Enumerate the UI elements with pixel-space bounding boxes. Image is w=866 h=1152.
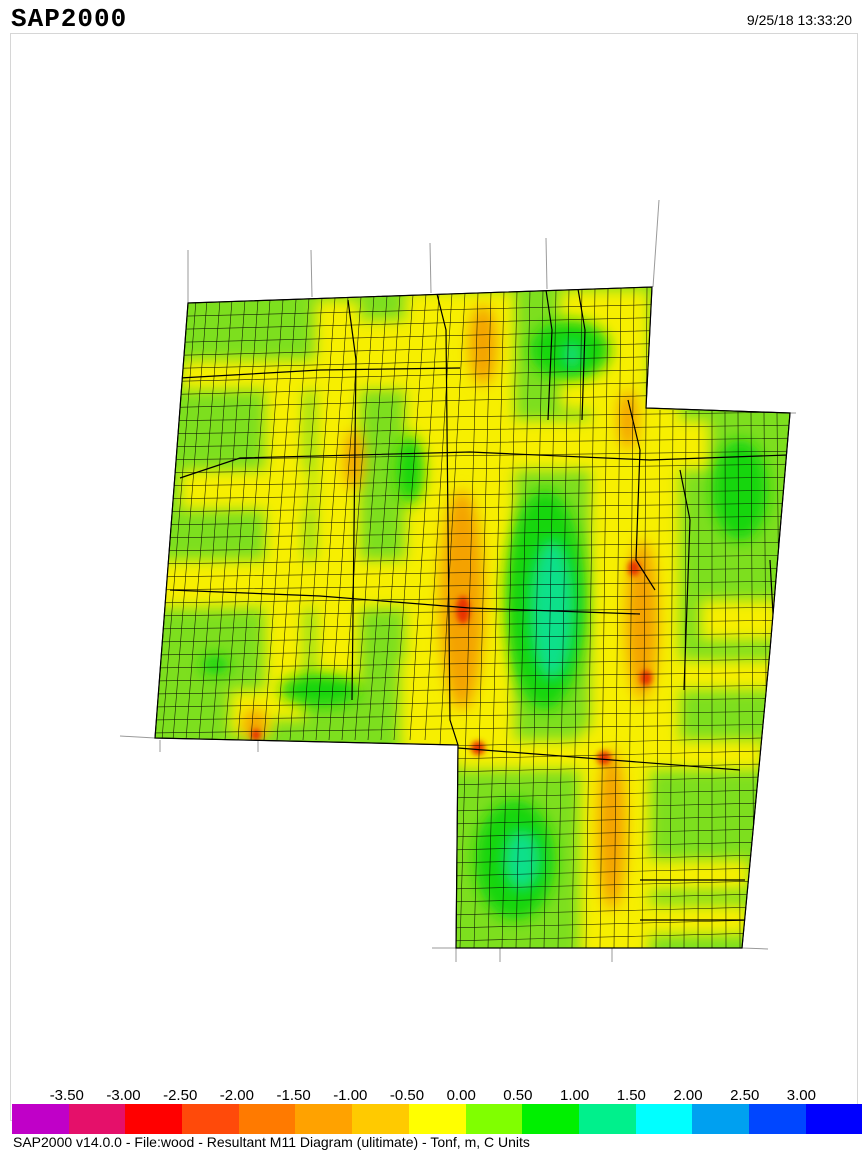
legend-tick-label: 2.00 — [673, 1087, 703, 1104]
legend-tick-label: -0.50 — [389, 1087, 425, 1104]
legend-swatch — [805, 1104, 863, 1134]
legend-swatch — [238, 1104, 296, 1134]
timestamp: 9/25/18 13:33:20 — [746, 12, 852, 28]
legend-tick-label: 0.50 — [503, 1087, 533, 1104]
grid-extension-lines — [119, 199, 796, 962]
legend-swatch — [465, 1104, 523, 1134]
legend-swatch — [692, 1104, 749, 1134]
app-title: SAP2000 — [11, 4, 128, 34]
legend-tick-label: -1.00 — [333, 1087, 368, 1104]
legend-swatch — [635, 1104, 693, 1134]
contour-plot[interactable] — [10, 34, 858, 1084]
legend-tick-label: -1.50 — [276, 1087, 311, 1104]
legend-swatch — [408, 1104, 466, 1134]
mesh-grid — [155, 287, 790, 948]
legend-tick-label: -3.50 — [49, 1087, 84, 1104]
legend-swatch — [182, 1104, 239, 1134]
legend-tick-label: 1.00 — [560, 1087, 590, 1104]
legend-tick-label: 3.00 — [786, 1087, 816, 1104]
legend-color-bar — [12, 1104, 863, 1134]
legend-swatch — [295, 1104, 353, 1134]
legend-swatch — [125, 1104, 183, 1134]
status-bar-text: SAP2000 v14.0.0 - File:wood - Resultant … — [13, 1134, 530, 1150]
legend-swatch — [522, 1104, 579, 1134]
beam-lines — [169, 288, 789, 921]
legend-swatch — [68, 1104, 126, 1134]
legend-tick-labels: -3.50 -3.00 -2.50 -2.00 -1.50 -1.00 -0.50 0.00 0… — [0, 1087, 866, 1107]
legend-swatch — [578, 1104, 636, 1134]
legend-swatch — [748, 1104, 806, 1134]
legend-tick-label: 1.50 — [616, 1087, 646, 1104]
legend-tick-label: 2.50 — [730, 1087, 760, 1104]
legend-tick-label: -2.50 — [163, 1087, 198, 1104]
legend-tick-label: 0.00 — [446, 1087, 476, 1104]
legend-tick-label: -3.00 — [106, 1087, 141, 1104]
stress-contours — [155, 287, 790, 948]
legend-swatch — [12, 1104, 69, 1134]
legend-swatch — [352, 1104, 409, 1134]
legend-tick-label: -2.00 — [219, 1087, 254, 1104]
